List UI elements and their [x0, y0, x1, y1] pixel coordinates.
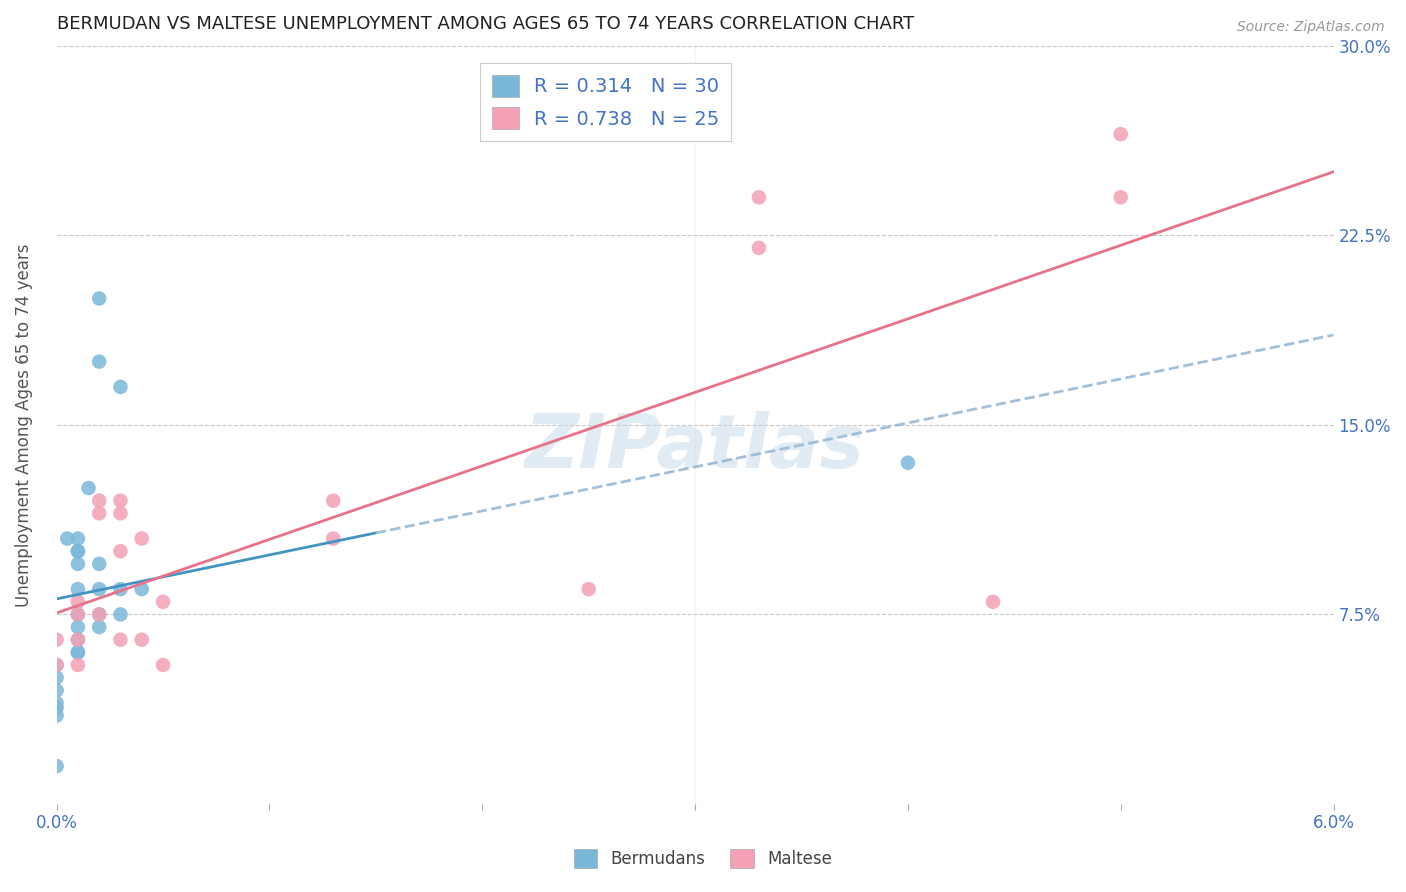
Point [131, 632, 153, 647]
Point [110, 380, 132, 394]
Point [748, 241, 770, 255]
Point [66, 557, 89, 571]
Point [45, 657, 67, 672]
Point [322, 532, 344, 546]
Point [131, 532, 153, 546]
Point [110, 582, 132, 596]
Point [45, 632, 67, 647]
Point [66, 632, 89, 647]
Point [89, 582, 111, 596]
Point [897, 456, 920, 470]
Point [66, 532, 89, 546]
Point [322, 493, 344, 508]
Point [110, 607, 132, 622]
Point [45, 696, 67, 710]
Point [66, 544, 89, 558]
Point [1109, 127, 1132, 141]
Point [152, 595, 174, 609]
Text: ZIPatlas: ZIPatlas [524, 411, 865, 484]
Y-axis label: Unemployment Among Ages 65 to 74 years: Unemployment Among Ages 65 to 74 years [15, 244, 32, 607]
Point [110, 506, 132, 520]
Point [89, 493, 111, 508]
Point [66, 607, 89, 622]
Legend: Bermudans, Maltese: Bermudans, Maltese [567, 842, 839, 875]
Point [89, 620, 111, 634]
Point [66, 595, 89, 609]
Point [89, 607, 111, 622]
Point [66, 645, 89, 659]
Point [748, 190, 770, 204]
Point [45, 671, 67, 685]
Legend: R = 0.314   N = 30, R = 0.738   N = 25: R = 0.314 N = 30, R = 0.738 N = 25 [479, 63, 731, 141]
Point [110, 544, 132, 558]
Point [66, 657, 89, 672]
Point [45, 701, 67, 715]
Point [110, 493, 132, 508]
Point [1109, 190, 1132, 204]
Point [66, 620, 89, 634]
Point [66, 607, 89, 622]
Point [89, 607, 111, 622]
Point [45, 657, 67, 672]
Point [578, 582, 600, 596]
Point [89, 557, 111, 571]
Point [45, 683, 67, 698]
Point [110, 632, 132, 647]
Point [77, 481, 100, 495]
Point [89, 354, 111, 368]
Point [981, 595, 1004, 609]
Point [89, 506, 111, 520]
Point [45, 759, 67, 773]
Point [66, 645, 89, 659]
Point [66, 582, 89, 596]
Point [66, 632, 89, 647]
Text: Source: ZipAtlas.com: Source: ZipAtlas.com [1237, 20, 1385, 34]
Point [45, 708, 67, 723]
Point [131, 582, 153, 596]
Point [66, 544, 89, 558]
Point [152, 657, 174, 672]
Point [56, 532, 79, 546]
Point [89, 292, 111, 306]
Text: BERMUDAN VS MALTESE UNEMPLOYMENT AMONG AGES 65 TO 74 YEARS CORRELATION CHART: BERMUDAN VS MALTESE UNEMPLOYMENT AMONG A… [56, 15, 914, 33]
